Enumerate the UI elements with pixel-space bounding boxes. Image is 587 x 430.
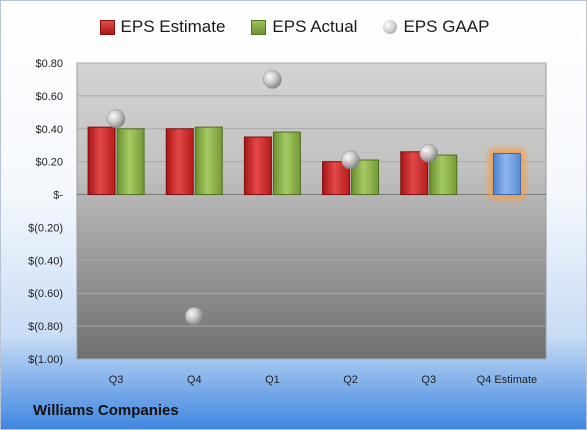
eps-estimate-bar bbox=[243, 136, 272, 196]
eps-gaap-marker bbox=[263, 70, 282, 89]
y-tick-label: $- bbox=[53, 190, 63, 202]
legend-item-actual: EPS Actual bbox=[251, 17, 357, 37]
x-tick-label: Q4 Estimate bbox=[477, 374, 538, 386]
eps-actual-bar bbox=[272, 131, 301, 196]
future-estimate-bar bbox=[492, 152, 521, 196]
y-tick-label: $(1.00) bbox=[28, 354, 63, 366]
eps-actual-bar bbox=[116, 128, 145, 196]
legend-label-gaap: EPS GAAP bbox=[403, 17, 490, 36]
eps-gaap-marker bbox=[106, 109, 126, 129]
eps-estimate-bar bbox=[87, 126, 116, 196]
y-tick-label: $(0.40) bbox=[28, 255, 63, 267]
company-name: Williams Companies bbox=[33, 402, 179, 419]
legend-swatch-estimate bbox=[99, 19, 115, 35]
y-tick-label: $(0.80) bbox=[28, 321, 63, 333]
x-tick-label: Q3 bbox=[421, 374, 436, 386]
eps-gaap-marker bbox=[341, 150, 360, 170]
eps-actual-bar bbox=[194, 126, 223, 196]
eps-gaap-marker bbox=[419, 144, 438, 163]
y-tick-label: $0.20 bbox=[35, 157, 63, 169]
y-tick-label: $0.60 bbox=[35, 91, 63, 103]
legend-label-actual: EPS Actual bbox=[272, 17, 358, 36]
legend-swatch-actual bbox=[251, 19, 267, 35]
y-tick-label: $0.80 bbox=[35, 58, 63, 70]
y-tick-label: $0.40 bbox=[35, 124, 63, 136]
y-tick-label: $(0.60) bbox=[28, 288, 63, 300]
legend-label-estimate: EPS Estimate bbox=[120, 17, 226, 36]
plot-area bbox=[76, 62, 547, 360]
x-tick-label: Q1 bbox=[265, 374, 280, 386]
x-tick-label: Q2 bbox=[343, 374, 358, 386]
legend-item-gaap: EPS GAAP bbox=[383, 17, 489, 37]
eps-estimate-bar bbox=[165, 128, 194, 196]
x-tick-label: Q4 bbox=[187, 374, 202, 386]
x-tick-label: Q3 bbox=[109, 374, 124, 386]
eps-actual-bar bbox=[429, 154, 458, 196]
legend-item-estimate: EPS Estimate bbox=[99, 17, 226, 37]
legend: EPS Estimate EPS Actual EPS GAAP bbox=[1, 17, 586, 37]
eps-gaap-marker bbox=[185, 306, 204, 326]
legend-swatch-gaap bbox=[383, 20, 398, 34]
y-tick-label: $(0.20) bbox=[28, 222, 63, 234]
